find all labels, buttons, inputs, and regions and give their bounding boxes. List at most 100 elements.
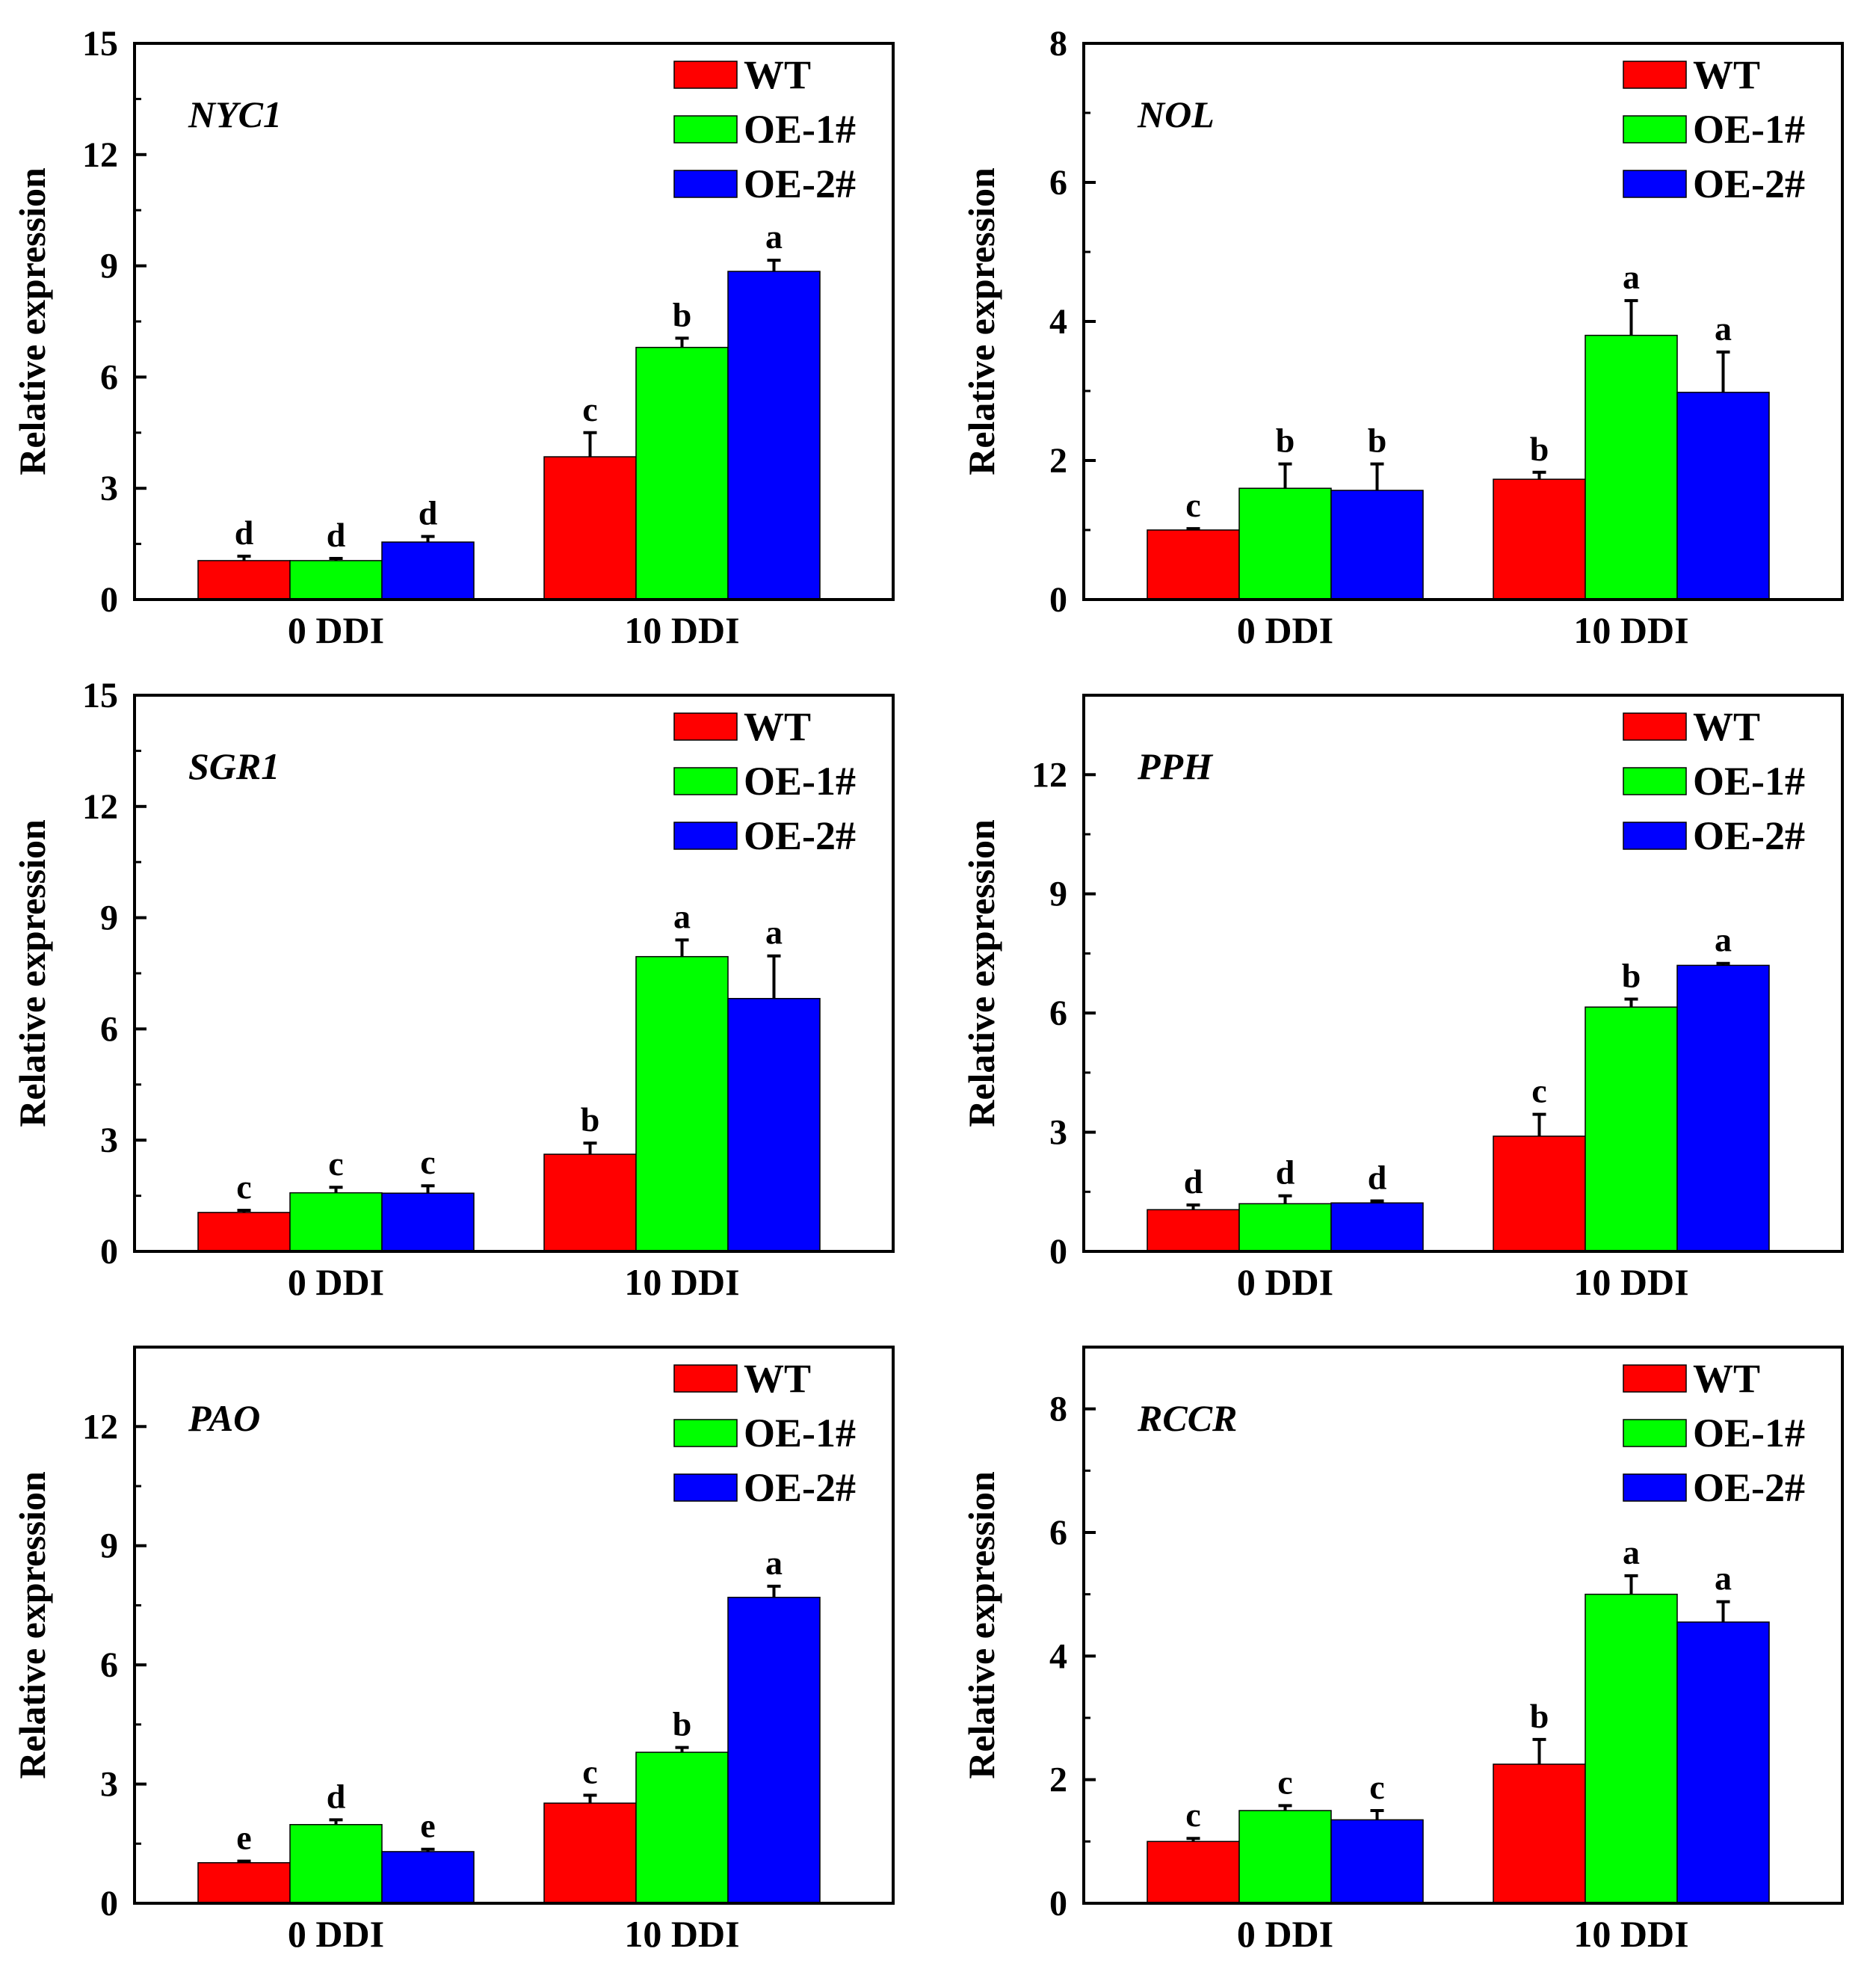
y-axis-label: Relative expression bbox=[11, 819, 53, 1127]
significance-letter: a bbox=[1715, 921, 1732, 959]
y-tick-label: 0 bbox=[100, 1884, 118, 1923]
x-category-label: 0 DDI bbox=[1237, 1261, 1333, 1303]
bar-oe-2-10ddi bbox=[727, 271, 821, 600]
significance-letter: d bbox=[235, 514, 254, 552]
bar-oe-2-0ddi bbox=[1330, 1819, 1424, 1904]
bar-oe-1-0ddi bbox=[1238, 1203, 1332, 1252]
legend-swatch bbox=[1623, 170, 1687, 198]
bar-oe-2-10ddi bbox=[727, 1597, 821, 1904]
bar-wt-10ddi bbox=[543, 1153, 637, 1252]
gene-name-title: NOL bbox=[1137, 93, 1215, 135]
gene-name-title: RCCR bbox=[1137, 1397, 1237, 1439]
y-tick-label: 3 bbox=[100, 1121, 118, 1160]
legend-swatch bbox=[1623, 115, 1687, 144]
y-tick-label: 0 bbox=[1049, 1232, 1067, 1272]
legend-label: WT bbox=[1693, 1356, 1760, 1401]
y-axis-label: Relative expression bbox=[11, 167, 53, 475]
plot-frame bbox=[1082, 694, 1844, 1253]
significance-letter: a bbox=[1715, 309, 1732, 348]
gene-name-title: PPH bbox=[1137, 745, 1214, 787]
y-axis-label: Relative expression bbox=[960, 819, 1002, 1127]
legend-swatch bbox=[673, 712, 738, 741]
bar-oe-2-0ddi bbox=[381, 1851, 475, 1904]
bar-oe-2-0ddi bbox=[1330, 490, 1424, 600]
legend-label: OE-1# bbox=[1693, 107, 1805, 152]
x-category-label: 10 DDI bbox=[1573, 609, 1688, 651]
legend-swatch bbox=[1623, 767, 1687, 795]
significance-letter: c bbox=[582, 1752, 597, 1790]
bar-wt-0ddi bbox=[1147, 529, 1240, 600]
y-tick-label: 3 bbox=[100, 1765, 118, 1805]
legend-label: OE-2# bbox=[744, 813, 856, 858]
y-tick-label: 6 bbox=[100, 1645, 118, 1685]
y-tick-label: 4 bbox=[1049, 302, 1067, 342]
panel-rccr: c b c a c a 0 2 4 6 8 0 DDI 10 DDI Relative expressio… bbox=[960, 1346, 1844, 1955]
y-tick-label: 0 bbox=[1049, 1884, 1067, 1923]
significance-letter: b bbox=[1368, 422, 1387, 460]
bar-oe-2-0ddi bbox=[381, 1192, 475, 1252]
x-category-label: 10 DDI bbox=[624, 1261, 739, 1303]
legend-swatch bbox=[673, 1419, 738, 1447]
legend-swatch bbox=[673, 170, 738, 198]
significance-letter: e bbox=[236, 1819, 251, 1857]
y-tick-label: 0 bbox=[100, 580, 118, 620]
bar-wt-10ddi bbox=[1493, 1136, 1586, 1252]
bar-oe-1-10ddi bbox=[1585, 334, 1678, 600]
significance-letter: d bbox=[419, 494, 438, 532]
gene-name-title: PAO bbox=[188, 1397, 260, 1439]
bar-wt-0ddi bbox=[197, 560, 291, 600]
y-tick-label: 6 bbox=[1049, 163, 1067, 203]
plot-frame bbox=[133, 1346, 895, 1905]
legend-swatch bbox=[673, 1364, 738, 1393]
significance-letter: c bbox=[582, 390, 597, 428]
y-tick-label: 3 bbox=[1049, 1113, 1067, 1153]
panel-sgr1: c b c a c a 0 3 6 9 12 15 0 DDI 10 DDI Relative expres… bbox=[11, 676, 895, 1303]
significance-letter: c bbox=[420, 1143, 435, 1181]
bar-wt-0ddi bbox=[1147, 1840, 1240, 1904]
y-tick-label: 3 bbox=[100, 469, 118, 508]
significance-letter: d bbox=[327, 1777, 346, 1815]
legend-label: OE-2# bbox=[744, 1465, 856, 1510]
bar-oe-1-10ddi bbox=[635, 346, 729, 600]
bar-oe-2-0ddi bbox=[1330, 1202, 1424, 1252]
bar-wt-0ddi bbox=[197, 1212, 291, 1252]
bar-wt-10ddi bbox=[1493, 478, 1586, 600]
legend-label: OE-2# bbox=[1693, 813, 1805, 858]
significance-letter: b bbox=[673, 295, 692, 333]
bar-oe-1-0ddi bbox=[1238, 1810, 1332, 1904]
significance-letter: c bbox=[328, 1144, 343, 1183]
bar-oe-1-10ddi bbox=[635, 955, 729, 1252]
y-tick-label: 4 bbox=[1049, 1636, 1067, 1676]
bar-oe-1-0ddi bbox=[289, 1192, 383, 1252]
significance-letter: e bbox=[420, 1807, 435, 1845]
bar-wt-0ddi bbox=[1147, 1209, 1240, 1252]
y-tick-label: 12 bbox=[1031, 755, 1067, 795]
legend-label: OE-2# bbox=[1693, 1465, 1805, 1510]
x-category-label: 10 DDI bbox=[1573, 1913, 1688, 1955]
y-tick-label: 9 bbox=[100, 247, 118, 286]
y-tick-label: 2 bbox=[1049, 441, 1067, 481]
y-tick-label: 0 bbox=[100, 1232, 118, 1272]
legend-label: WT bbox=[744, 52, 811, 97]
gene-name-title: SGR1 bbox=[188, 745, 280, 787]
legend-swatch bbox=[1623, 1419, 1687, 1447]
legend-label: OE-2# bbox=[1693, 161, 1805, 206]
significance-letter: b bbox=[1530, 1697, 1549, 1735]
bar-wt-10ddi bbox=[1493, 1763, 1586, 1904]
y-tick-label: 9 bbox=[100, 899, 118, 938]
panel-pph: d c d b d a 0 3 6 9 12 0 DDI 10 DDI Relative expressi… bbox=[960, 694, 1844, 1303]
x-category-label: 10 DDI bbox=[624, 1913, 739, 1955]
y-tick-label: 8 bbox=[1049, 1390, 1067, 1429]
legend-label: OE-1# bbox=[1693, 759, 1805, 804]
x-category-label: 0 DDI bbox=[288, 1261, 384, 1303]
y-axis-label: Relative expression bbox=[11, 1471, 53, 1779]
significance-letter: b bbox=[1530, 430, 1549, 468]
bar-oe-1-0ddi bbox=[289, 1824, 383, 1904]
y-tick-label: 8 bbox=[1049, 24, 1067, 64]
bar-oe-1-10ddi bbox=[635, 1752, 729, 1904]
legend-swatch bbox=[673, 767, 738, 795]
significance-letter: a bbox=[1715, 1559, 1732, 1598]
y-tick-label: 12 bbox=[82, 787, 118, 827]
bar-oe-2-10ddi bbox=[727, 997, 821, 1252]
